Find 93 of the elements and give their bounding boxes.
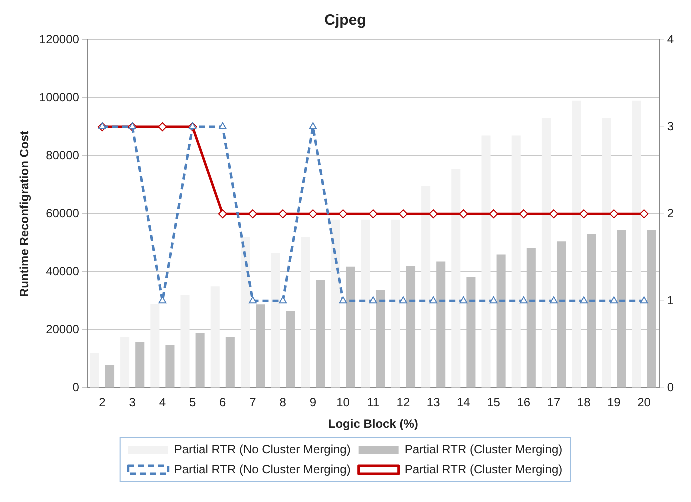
point: [549, 210, 558, 219]
bar: [166, 346, 175, 388]
legend-label: Partial RTR (No Cluster Merging): [174, 442, 351, 456]
legend-label: Partial RTR (No Cluster Merging): [174, 462, 351, 476]
bar: [361, 220, 370, 388]
point: [430, 296, 438, 304]
bar: [226, 337, 235, 388]
x-tick-label: 16: [517, 396, 531, 410]
x-tick-label: 7: [250, 396, 257, 410]
point: [520, 296, 528, 304]
legend-label: Partial RTR (Cluster Merging): [404, 442, 563, 456]
point: [459, 210, 468, 219]
x-tick-label: 14: [457, 396, 471, 410]
x-tick-label: 4: [159, 396, 166, 410]
bar: [120, 337, 130, 388]
bar: [210, 286, 220, 388]
bar: [632, 100, 642, 388]
x-tick-label: 5: [189, 396, 196, 410]
point: [218, 122, 227, 130]
bar: [482, 136, 491, 388]
point: [640, 296, 648, 304]
y2-tick-label: 1: [667, 293, 674, 308]
x-tick-label: 9: [310, 396, 317, 410]
x-tick-label: 10: [336, 396, 350, 410]
point: [369, 296, 378, 304]
point: [490, 296, 498, 304]
chart-title: Cjpeg: [324, 12, 366, 30]
point: [640, 210, 649, 219]
point: [460, 296, 468, 304]
bar: [572, 100, 582, 388]
x-tick-label: 17: [547, 396, 561, 410]
x-tick-label: 12: [396, 396, 410, 410]
x-tick-label: 3: [129, 396, 136, 410]
point: [429, 210, 438, 219]
x-tick-label: 18: [577, 396, 592, 410]
y-tick-label: 80000: [46, 148, 80, 162]
y2-tick-label: 0: [667, 380, 674, 395]
y-tick-label: 60000: [46, 206, 80, 220]
point: [278, 210, 288, 219]
y-tick-label: 120000: [39, 32, 80, 46]
bar: [512, 136, 521, 388]
bar: [452, 169, 461, 388]
y2-tick-label: 4: [667, 32, 674, 46]
bar: [391, 220, 400, 388]
point: [580, 296, 588, 304]
bar: [301, 237, 310, 388]
x-tick-label: 20: [638, 396, 652, 410]
y-tick-label: 20000: [46, 322, 80, 336]
bar: [422, 186, 431, 388]
point: [519, 210, 528, 219]
x-tick-label: 6: [220, 396, 227, 410]
point: [309, 122, 318, 130]
y-tick-label: 40000: [46, 264, 80, 278]
point: [338, 210, 348, 219]
point: [279, 296, 288, 304]
y-axis-title: Runtime Reconfigration Cost: [18, 131, 32, 298]
y-tick-label: 100000: [39, 90, 80, 104]
bar: [106, 364, 115, 388]
x-tick-label: 13: [426, 396, 441, 410]
y2-tick-label: 2: [667, 206, 674, 220]
point: [218, 210, 228, 219]
point: [610, 210, 619, 219]
point: [308, 210, 318, 219]
x-tick-label: 15: [487, 396, 501, 410]
bar: [196, 333, 205, 388]
y2-tick-label: 3: [667, 119, 674, 134]
bar: [602, 118, 612, 388]
point: [158, 122, 168, 132]
bar: [90, 353, 100, 388]
x-tick-label: 11: [367, 396, 380, 410]
bar: [240, 237, 250, 388]
bar: [150, 304, 160, 388]
bar: [331, 220, 340, 388]
x-tick-label: 8: [280, 396, 287, 410]
point: [580, 210, 589, 219]
point: [249, 296, 257, 304]
point: [489, 210, 498, 219]
point: [398, 210, 408, 219]
point: [550, 296, 558, 304]
x-tick-label: 19: [608, 396, 622, 410]
point: [339, 296, 348, 304]
point: [368, 210, 378, 219]
point: [610, 296, 618, 304]
bar: [180, 295, 190, 388]
y-tick-label: 0: [72, 380, 80, 395]
x-tick-label: 2: [99, 396, 106, 410]
legend-label: Partial RTR (Cluster Merging): [404, 462, 563, 476]
bar: [542, 118, 551, 388]
bar: [271, 253, 280, 388]
bar: [136, 342, 145, 388]
point: [248, 210, 258, 219]
x-axis-title: Logic Block (%): [328, 417, 418, 432]
point: [400, 296, 408, 304]
